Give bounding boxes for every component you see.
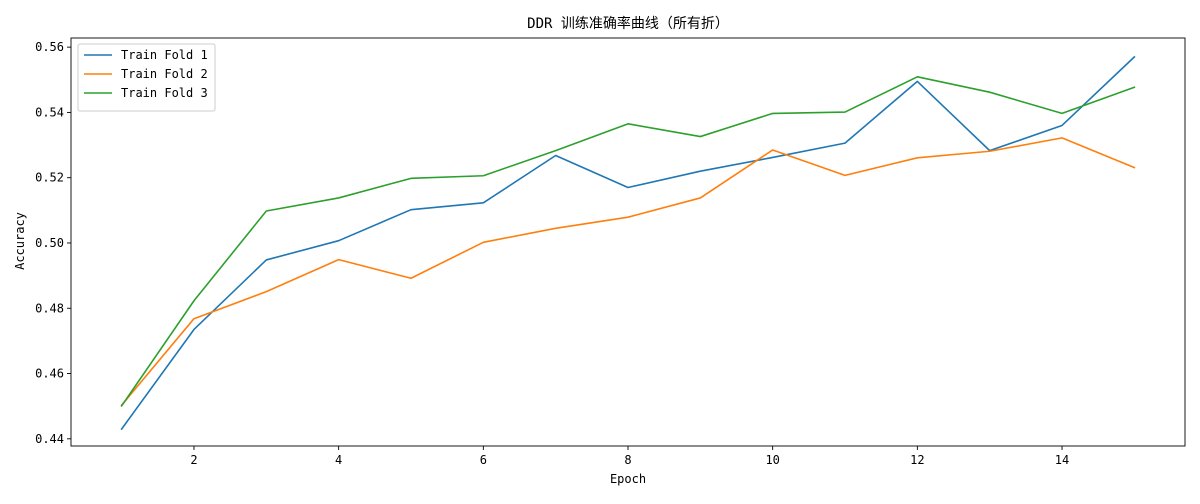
y-tick-label: 0.50 [35,236,64,250]
chart-title: DDR 训练准确率曲线（所有折） [527,15,729,32]
x-tick-label: 14 [1055,453,1069,467]
x-tick-label: 12 [910,453,924,467]
y-axis-ticks: 0.44 0.46 0.48 0.50 0.52 0.54 0.56 [35,40,71,446]
y-tick-label: 0.52 [35,171,64,185]
legend: Train Fold 1 Train Fold 2 Train Fold 3 [77,43,216,112]
legend-label-2: Train Fold 2 [121,67,208,81]
series-line-2 [120,137,1136,407]
x-axis-label: Epoch [610,472,646,486]
series-line-1 [120,55,1136,431]
series-layer [120,55,1136,431]
x-tick-label: 2 [190,453,197,467]
plot-area [70,37,1186,447]
plot-background [71,38,1185,446]
y-tick-label: 0.56 [35,40,64,54]
y-tick-label: 0.54 [35,105,64,119]
x-tick-label: 4 [335,453,342,467]
x-tick-label: 10 [765,453,779,467]
y-axis-label: Accuracy [13,212,27,270]
legend-label-1: Train Fold 1 [121,48,208,62]
x-tick-label: 6 [480,453,487,467]
series-line-3 [120,76,1136,407]
y-tick-label: 0.44 [35,432,64,446]
legend-box [77,43,216,112]
y-tick-label: 0.48 [35,301,64,315]
x-tick-label: 8 [624,453,631,467]
y-tick-label: 0.46 [35,367,64,381]
x-axis-ticks: 2 4 6 8 10 12 14 [190,446,1069,467]
legend-label-3: Train Fold 3 [121,86,208,100]
